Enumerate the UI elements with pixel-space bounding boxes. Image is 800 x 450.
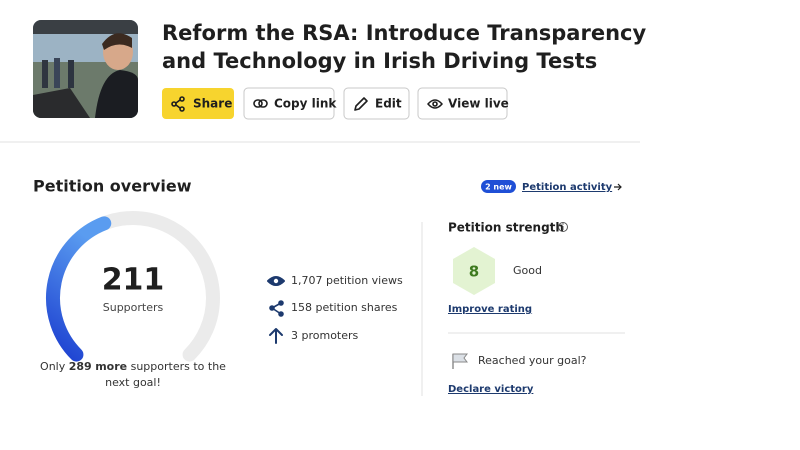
- goal-unit: more: [95, 360, 127, 373]
- gauge-progress: [46, 216, 112, 362]
- supporter-label: Supporters: [103, 301, 164, 314]
- score: 8: [469, 263, 479, 281]
- supporter-count: 211: [102, 263, 165, 298]
- strength-title: Petition strength: [448, 221, 564, 235]
- button-label[interactable]: Share: [193, 97, 232, 111]
- share-button[interactable]: Share: [162, 88, 234, 119]
- score-hexagon: [453, 247, 495, 295]
- link-text[interactable]: Petition activity: [522, 182, 613, 193]
- stat: 1,707 petition views: [291, 274, 403, 287]
- badge-text: 2 new: [485, 183, 512, 192]
- title-line: and Technology in Irish Driving Tests: [162, 49, 597, 73]
- activity-link[interactable]: Petition activity: [522, 182, 622, 193]
- button-label[interactable]: Copy link: [274, 97, 337, 111]
- improve-link[interactable]: Improve rating: [448, 304, 532, 315]
- shares-icon: [269, 300, 284, 317]
- section-title: Petition overview: [33, 177, 192, 196]
- edit-button[interactable]: Edit: [343, 87, 410, 120]
- button-label[interactable]: View live: [448, 97, 509, 111]
- flag-icon: [452, 353, 468, 369]
- stat: 158 petition shares: [291, 301, 398, 314]
- view-live-button[interactable]: View live: [417, 87, 509, 120]
- info-icon[interactable]: [558, 222, 568, 232]
- goal-remaining: 289: [69, 360, 92, 373]
- promoters-icon: [269, 328, 283, 344]
- badge: [481, 180, 516, 193]
- goal-suffix: supporters to the: [131, 360, 227, 373]
- copy-link-button[interactable]: Copy link: [243, 87, 337, 120]
- title-line: Reform the RSA: Introduce Transparency: [162, 21, 646, 45]
- thumbnail: [33, 20, 138, 118]
- rating: Good: [513, 264, 542, 277]
- goal-prefix: Only: [40, 360, 66, 373]
- goal-text: Only 289 more supporters to the: [40, 360, 226, 373]
- goal-question: Reached your goal?: [478, 354, 587, 367]
- declare-link[interactable]: Declare victory: [448, 384, 534, 395]
- goal-suffix: next goal!: [105, 376, 161, 389]
- views-icon: [267, 276, 285, 286]
- button-label[interactable]: Edit: [375, 97, 402, 111]
- stat: 3 promoters: [291, 329, 359, 342]
- gauge: [46, 211, 220, 362]
